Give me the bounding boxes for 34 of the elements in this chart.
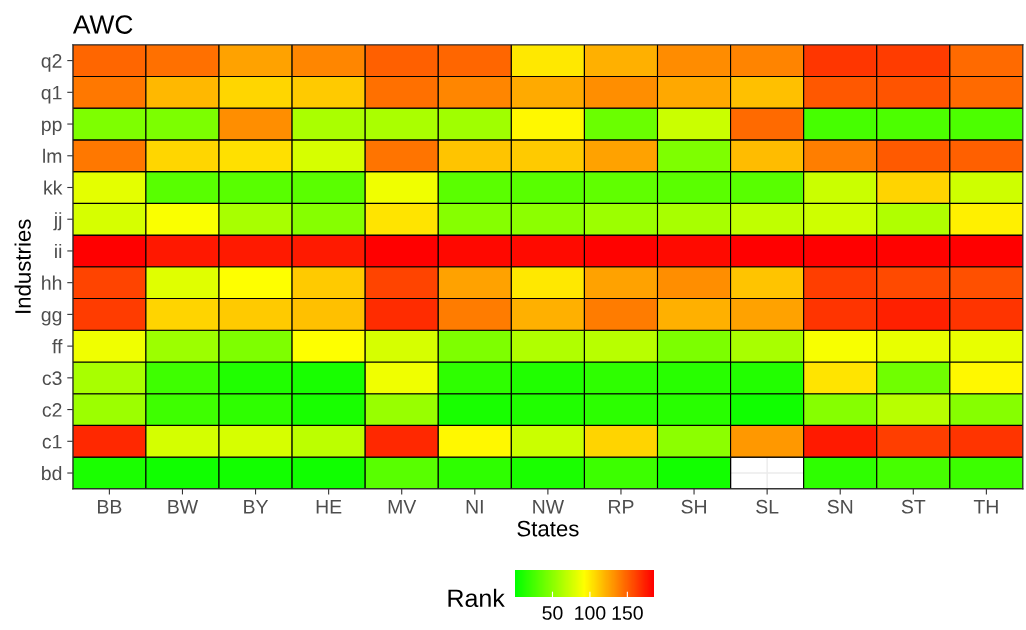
color-bar-label: 100 <box>575 606 606 620</box>
x-tick-label: TH <box>973 500 998 514</box>
color-bar-title: Rank <box>448 588 505 608</box>
y-tick-label: ii <box>55 243 62 258</box>
chart-title: AWC <box>72 15 133 34</box>
y-tick-label: bd <box>42 465 62 481</box>
y-tick-label: c1 <box>42 434 62 449</box>
x-tick-label: HE <box>316 500 342 514</box>
x-tick-label: NW <box>533 500 565 514</box>
y-tick-label: hh <box>42 275 62 290</box>
y-tick-label: kk <box>44 180 63 195</box>
x-tick-label: BB <box>98 500 122 514</box>
y-tick-label: jj <box>53 212 62 231</box>
x-axis-title: States <box>517 520 579 537</box>
x-tick-label: SH <box>681 499 706 514</box>
x-tick-label: BY <box>244 500 269 514</box>
y-axis-title: Industries <box>14 219 31 313</box>
y-tick-label: q1 <box>41 85 62 104</box>
y-tick-label: gg <box>41 311 62 326</box>
y-tick-label: q2 <box>41 54 62 72</box>
x-tick-label: BW <box>168 500 199 514</box>
color-bar-label: 150 <box>612 606 643 620</box>
color-bar-label: 50 <box>542 606 563 620</box>
x-tick-label: NI <box>466 500 483 514</box>
x-tick-label: MV <box>388 500 417 514</box>
x-tick-label: ST <box>901 499 926 514</box>
y-tick-label: ff <box>52 339 63 354</box>
x-tick-label: SN <box>827 499 853 514</box>
y-tick-label: lm <box>43 148 62 163</box>
y-tick-label: c2 <box>42 403 62 417</box>
y-tick-label: pp <box>42 120 62 136</box>
x-tick-label: RP <box>609 500 634 514</box>
x-tick-label: SL <box>756 499 779 514</box>
y-tick-label: c3 <box>42 371 62 386</box>
